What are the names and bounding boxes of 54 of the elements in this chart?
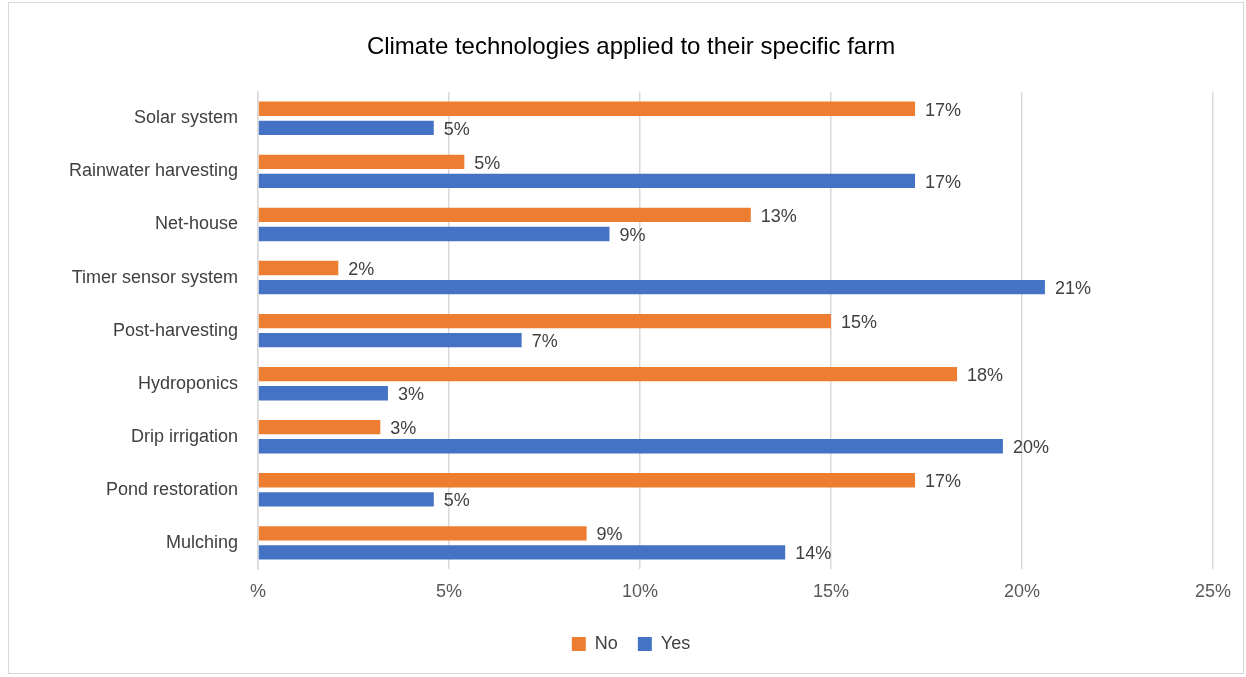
y-tick-label: Hydroponics bbox=[138, 372, 239, 393]
y-tick-label: Mulching bbox=[166, 531, 239, 552]
x-tick-label: % bbox=[250, 581, 267, 602]
y-tick-label: Timer sensor system bbox=[71, 266, 239, 287]
data-label: 17% bbox=[925, 171, 962, 192]
y-tick-label: Net-house bbox=[155, 213, 239, 234]
bar bbox=[258, 279, 1045, 295]
bar bbox=[258, 492, 434, 507]
data-label: 21% bbox=[1054, 278, 1091, 299]
y-tick-label: Drip irrigation bbox=[131, 425, 239, 446]
x-tick-label: 10% bbox=[622, 581, 659, 602]
bar bbox=[258, 439, 1003, 454]
data-label: 9% bbox=[596, 524, 623, 545]
data-label: 17% bbox=[925, 471, 962, 492]
bar bbox=[258, 545, 786, 560]
data-label: 20% bbox=[1012, 437, 1049, 458]
data-label: 17% bbox=[925, 99, 962, 120]
bar bbox=[258, 386, 388, 401]
legend-label: No bbox=[594, 632, 618, 653]
y-tick-label: Pond restoration bbox=[105, 478, 239, 499]
data-label: 7% bbox=[531, 331, 558, 352]
data-label: 14% bbox=[795, 543, 832, 564]
bar bbox=[258, 332, 522, 348]
bar bbox=[258, 313, 832, 329]
data-label: 5% bbox=[443, 490, 470, 511]
bar bbox=[258, 526, 587, 541]
x-tick-label: 20% bbox=[1003, 581, 1041, 602]
x-tick-label: 25% bbox=[1194, 581, 1231, 602]
data-label: 3% bbox=[397, 384, 424, 405]
data-label: 2% bbox=[348, 258, 375, 279]
data-label: 3% bbox=[390, 418, 417, 439]
data-label: 5% bbox=[474, 152, 501, 173]
bar bbox=[258, 473, 916, 488]
bar bbox=[258, 154, 465, 170]
x-tick-label: 5% bbox=[436, 581, 463, 602]
data-label: 18% bbox=[967, 365, 1004, 386]
bar bbox=[258, 101, 916, 116]
data-label: 9% bbox=[619, 224, 646, 245]
bar bbox=[258, 366, 958, 382]
legend-label: Yes bbox=[660, 632, 691, 653]
y-tick-label: Rainwater harvesting bbox=[68, 160, 239, 181]
bar bbox=[258, 173, 916, 189]
x-tick-label: 15% bbox=[813, 581, 850, 602]
data-label: 5% bbox=[443, 118, 470, 139]
bar bbox=[258, 207, 751, 223]
bar bbox=[258, 260, 339, 276]
data-label: 13% bbox=[760, 205, 797, 226]
bar bbox=[258, 420, 381, 435]
chart-title: Climate technologies applied to their specific farm bbox=[366, 32, 896, 60]
data-label: 15% bbox=[841, 312, 878, 333]
bar bbox=[258, 120, 434, 136]
bar bbox=[258, 226, 610, 242]
y-tick-label: Post-harvesting bbox=[113, 319, 239, 340]
y-tick-label: Solar system bbox=[134, 107, 239, 128]
